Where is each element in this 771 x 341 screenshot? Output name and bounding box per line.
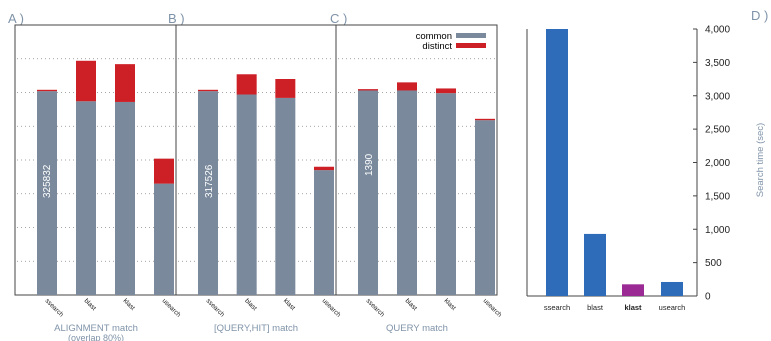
bar-common-1-blast [236,94,257,296]
ytick-label-500: 500 [705,258,722,269]
panel-c-title: QUERY match [386,323,448,334]
bar-distinct-2-blast [397,82,417,91]
category-label-1-ssearch: ssearch [205,297,226,318]
bar-distinct-2-ssearch [358,89,378,91]
bar-time-blast [584,233,606,296]
bar-distinct-1-ssearch [198,89,218,92]
category-label-1-usearch: usearch [321,297,343,319]
bar-time-ssearch [546,29,568,296]
panel-d-category-labels: ssearch blast klast usearch [544,303,685,312]
category-label-0-usearch: usearch [161,297,183,319]
ytick-label-0: 0 [705,292,711,303]
ytick-label-1500: 1,500 [705,191,730,202]
bar-common-1-klast [275,97,296,296]
legend-distinct-swatch [456,43,486,48]
legend: common distinct [416,31,486,52]
panel-d-bars [546,29,683,296]
category-label-d-klast: klast [624,303,642,312]
ytick-label-2000: 2,000 [705,158,730,169]
legend-common-label: common [416,31,452,42]
bar-distinct-2-klast [436,88,456,94]
bar-common-1-usearch [314,170,334,295]
legend-common-swatch [456,33,486,38]
bar-distinct-1-blast [236,74,257,95]
panel-b-title: [QUERY,HIT] match [214,323,298,334]
category-label-2-klast: klast [443,297,458,312]
panel-a-subtitle: (overlap 80%) [68,333,124,341]
panel-d-letter: D ) [751,8,768,23]
panel-c-annotation: 1390 [364,153,375,176]
bar-distinct-1-usearch [314,166,334,171]
bar-common-1-ssearch [198,91,218,296]
ytick-label-2500: 2,500 [705,125,730,136]
bar-common-0-usearch [154,183,174,295]
bar-common-2-ssearch [358,90,378,295]
ytick-label-3500: 3,500 [705,58,730,69]
bar-common-2-klast [436,93,456,295]
category-label-1-klast: klast [282,297,297,312]
panel-c-letter: C ) [330,11,347,26]
category-label-0-klast: klast [122,297,137,312]
bar-distinct-0-usearch [154,158,174,184]
ytick-label-3000: 3,000 [705,91,730,102]
bar-time-klast [622,284,644,296]
ytick-label-1000: 1,000 [705,225,730,236]
category-label-d-blast: blast [587,303,604,312]
bar-distinct-0-blast [76,60,96,102]
category-label-0-blast: blast [83,297,98,312]
bar-distinct-0-ssearch [37,89,57,92]
category-label-2-blast: blast [404,297,419,312]
ytick-label-4000: 4,000 [705,25,730,36]
category-label-0-ssearch: ssearch [44,297,65,318]
bar-distinct-2-usearch [475,118,495,121]
panel-d-yaxis: 0 500 1,000 1,500 2,000 2,500 3,000 3,500 4,000 [693,25,730,303]
category-label-d-usearch: usearch [659,303,686,312]
bar-distinct-0-klast [115,64,135,102]
bar-common-0-blast [76,101,96,296]
bar-time-usearch [661,281,683,296]
panel-d-ylabel: Search time (sec) [755,123,766,197]
legend-distinct-label: distinct [422,41,452,52]
panel-a-letter: A ) [8,11,24,26]
panel-b-annotation: 317526 [204,164,215,198]
panel-b-letter: B ) [168,11,185,26]
panel-a-annotation: 325832 [42,164,53,198]
category-labels: ssearch blast klast usearch ssearch blast klas… [44,297,504,319]
bar-common-2-blast [397,90,417,295]
category-label-2-ssearch: ssearch [365,297,386,318]
bar-common-2-usearch [475,120,495,295]
category-label-d-ssearch: ssearch [544,303,570,312]
panel-a-title: ALIGNMENT match [54,323,138,334]
stacked-bars [37,60,495,296]
bar-common-0-ssearch [37,91,57,296]
category-label-1-blast: blast [243,297,258,312]
bar-distinct-1-klast [275,79,296,98]
bar-common-0-klast [115,101,135,295]
category-label-2-usearch: usearch [482,297,504,319]
